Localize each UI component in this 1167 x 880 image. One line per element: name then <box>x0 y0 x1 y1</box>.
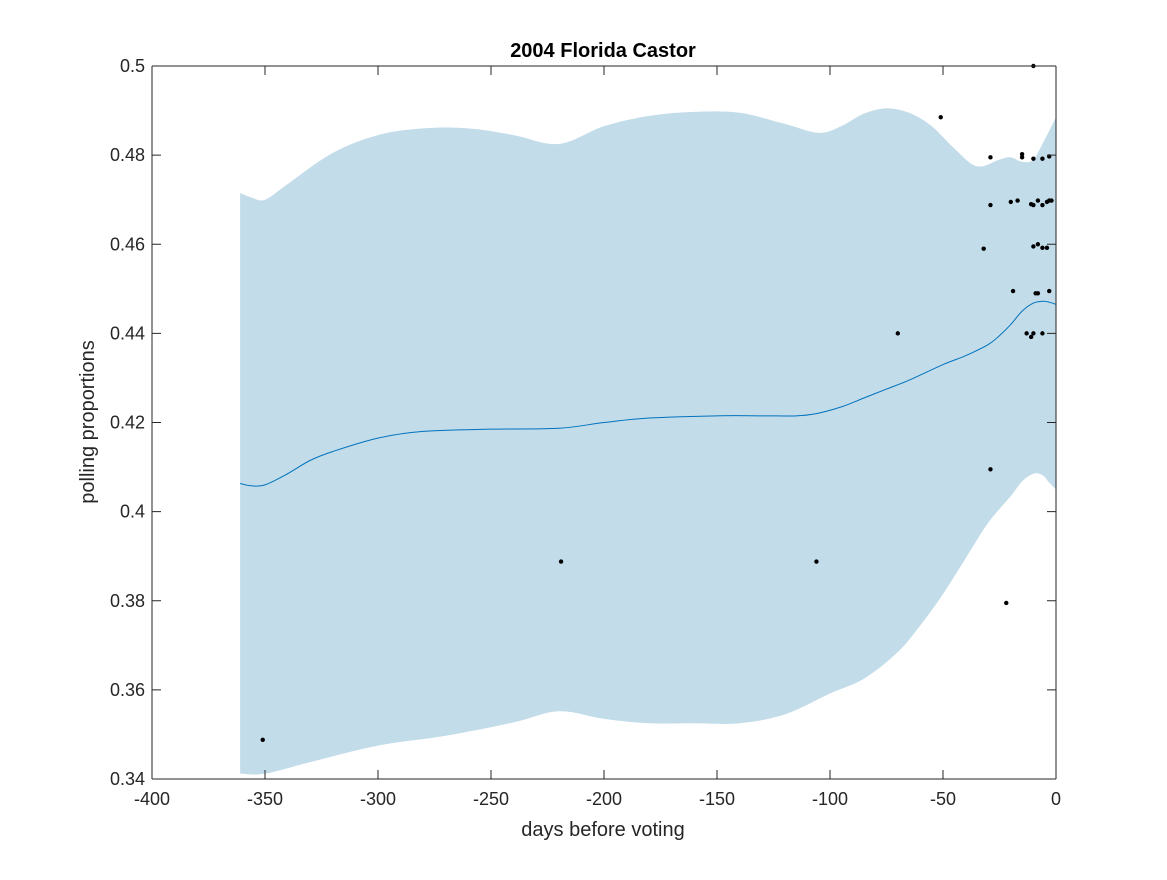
y-tick-label: 0.5 <box>120 56 145 76</box>
poll-point <box>988 202 993 208</box>
x-tick-label: -50 <box>930 789 956 809</box>
poll-point <box>1031 156 1036 161</box>
y-tick-label: 0.38 <box>110 591 145 611</box>
poll-point <box>1035 242 1041 247</box>
mean-line <box>240 300 1057 487</box>
poll-point <box>981 246 986 251</box>
y-tick-label: 0.46 <box>110 234 145 254</box>
y-tick-label: 0.36 <box>110 680 145 700</box>
poll-point <box>1040 245 1045 251</box>
plot-area <box>240 63 1057 775</box>
poll-point <box>1019 152 1025 157</box>
x-tick-label: -250 <box>473 789 509 809</box>
x-tick-label: -400 <box>134 789 170 809</box>
y-tick-label: 0.34 <box>110 769 145 789</box>
poll-point <box>895 331 900 336</box>
poll-point <box>1028 334 1034 340</box>
poll-point <box>1031 244 1036 249</box>
poll-point <box>1040 331 1045 336</box>
x-tick-label: 0 <box>1051 789 1061 809</box>
poll-point <box>1008 199 1013 205</box>
poll-point <box>1004 600 1009 606</box>
x-tick-label: -100 <box>812 789 848 809</box>
poll-point <box>814 559 819 564</box>
x-tick-label: -350 <box>247 789 283 809</box>
y-tick-label: 0.44 <box>110 323 145 343</box>
x-tick-label: -200 <box>586 789 622 809</box>
y-tick-label: 0.48 <box>110 145 145 165</box>
poll-point <box>1031 331 1036 336</box>
x-tick-label: -300 <box>360 789 396 809</box>
poll-point <box>938 115 943 120</box>
poll-point <box>1024 331 1029 336</box>
poll-point <box>1015 198 1020 203</box>
poll-point <box>988 155 993 160</box>
poll-point <box>1040 156 1045 161</box>
x-tick-label: -150 <box>699 789 735 809</box>
poll-point <box>558 559 564 564</box>
poll-point <box>260 737 265 742</box>
poll-point <box>1010 288 1016 294</box>
confidence-band <box>240 108 1056 775</box>
poll-point <box>1031 202 1036 208</box>
y-axis-label: polling proportions <box>77 340 99 503</box>
poll-point <box>1019 155 1025 160</box>
poll-point <box>1044 245 1050 251</box>
poll-point <box>1047 288 1052 294</box>
y-tick-label: 0.42 <box>110 413 145 433</box>
poll-point <box>988 467 993 472</box>
y-tick-label: 0.4 <box>120 502 145 522</box>
poll-point <box>1049 198 1054 203</box>
chart-title: 2004 Florida Castor <box>510 40 696 62</box>
x-axis-label: days before voting <box>521 819 684 841</box>
poll-point <box>1040 202 1045 208</box>
poll-point <box>1035 198 1041 203</box>
poll-point <box>1035 291 1041 296</box>
axes: -400 -350 -300 -250 -200 -150 -100 -50 0 0.34 0.36… <box>110 56 1061 809</box>
